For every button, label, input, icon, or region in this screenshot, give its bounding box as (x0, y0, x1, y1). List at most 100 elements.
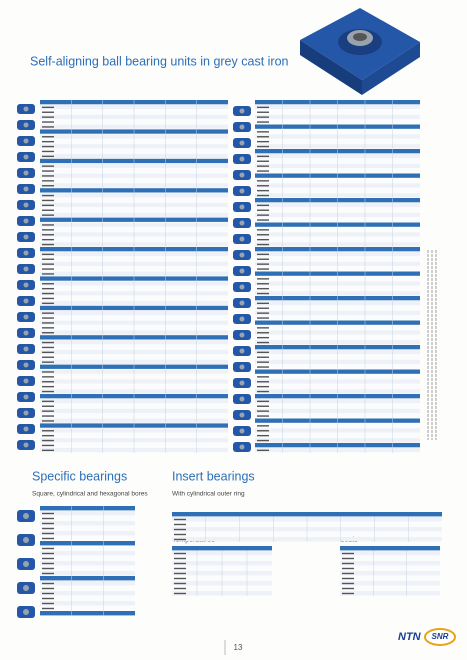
product-icon-bore (23, 426, 29, 432)
product-icon-bore (23, 266, 29, 272)
cell-text (42, 106, 54, 109)
cell-text (257, 415, 269, 417)
cell-text (257, 160, 269, 162)
cell-text (42, 287, 54, 290)
cell-text (342, 572, 354, 575)
cell-text (42, 341, 54, 344)
cell-text (257, 332, 269, 334)
cell-text (42, 121, 54, 123)
product-icon-bore (239, 204, 245, 210)
cell-text (257, 292, 269, 295)
cell-text (257, 145, 269, 148)
cell-text (42, 512, 54, 515)
cell-text (42, 434, 54, 437)
cell-text (257, 425, 269, 427)
cell-text (42, 150, 54, 153)
product-icon-bore (239, 428, 245, 434)
cell-text (42, 292, 54, 295)
product-icon-bore (239, 364, 245, 370)
cell-text (257, 278, 269, 280)
cell-text (42, 263, 54, 265)
cell-text (42, 209, 54, 211)
product-icon-bore (23, 106, 29, 112)
cell-text (257, 405, 269, 407)
cell-text (42, 165, 54, 167)
table-row (40, 546, 135, 551)
product-icon-bore (239, 108, 245, 114)
cell-text (257, 106, 269, 109)
table-row (340, 576, 440, 581)
cell-text (42, 562, 54, 565)
cell-text (42, 592, 54, 595)
cell-text (42, 552, 54, 555)
cell-text (257, 410, 269, 412)
table-header-row (40, 541, 135, 546)
cell-text (257, 449, 269, 452)
cell-text (42, 283, 54, 285)
cell-text (42, 415, 54, 417)
product-icon-bore (23, 362, 29, 368)
cell-text (42, 180, 54, 182)
product-icon-bore (239, 316, 245, 322)
cell-text (174, 523, 186, 526)
cell-text (42, 273, 54, 275)
brand-logo: NTN (398, 631, 422, 643)
product-icon-bore (23, 154, 29, 160)
cell-text (342, 577, 354, 580)
product-icon-bore (23, 250, 29, 256)
cell-text (257, 219, 269, 221)
cell-text (42, 430, 54, 432)
product-icon-bore (239, 332, 245, 338)
product-icon-bore (23, 585, 29, 591)
cell-text (257, 400, 269, 403)
cell-text (42, 155, 54, 158)
table-header-row (172, 546, 272, 551)
cell-text (257, 209, 269, 211)
table-row (40, 586, 135, 591)
cell-text (42, 420, 54, 422)
product-icon-bore (23, 378, 29, 384)
cell-text (42, 356, 54, 358)
table-row (40, 556, 135, 561)
cell-text (42, 111, 54, 113)
product-icon-bore (23, 513, 29, 519)
table-row (40, 511, 135, 516)
product-icon-bore (23, 346, 29, 352)
cell-text (42, 587, 54, 590)
cell-text (42, 547, 54, 550)
cell-text (257, 180, 269, 182)
cell-text (342, 587, 354, 590)
cell-text (42, 405, 54, 407)
cell-text (42, 214, 54, 216)
table-row (40, 526, 135, 531)
cell-text (42, 346, 54, 349)
cell-text (42, 175, 54, 177)
table-row (40, 521, 135, 526)
cell-text (42, 145, 54, 148)
cell-text (257, 234, 269, 236)
product-icon-bore (23, 218, 29, 224)
product-icon-bore (23, 314, 29, 320)
cell-text (42, 444, 54, 447)
brand-logo: SNR (432, 632, 449, 641)
table-row (40, 561, 135, 566)
cell-text (342, 552, 354, 555)
page-title: Self-aligning ball bearing units in grey… (30, 54, 289, 68)
product-icon-bore (23, 609, 29, 615)
cell-text (257, 155, 269, 158)
product-icon-bore (239, 380, 245, 386)
cell-text (42, 312, 54, 314)
table-row (40, 536, 135, 541)
cell-text (257, 238, 269, 241)
cell-text (257, 268, 269, 270)
product-icon-bore (23, 170, 29, 176)
cell-text (257, 341, 269, 344)
cell-text (257, 283, 269, 285)
section-title: Specific bearings (32, 469, 127, 483)
cell-text (257, 434, 269, 437)
product-icon-bore (239, 268, 245, 274)
section-subtitle: With cylindrical outer ring (172, 491, 245, 498)
product-icon-bore (23, 234, 29, 240)
cell-text (42, 229, 54, 231)
cell-text (257, 385, 269, 388)
